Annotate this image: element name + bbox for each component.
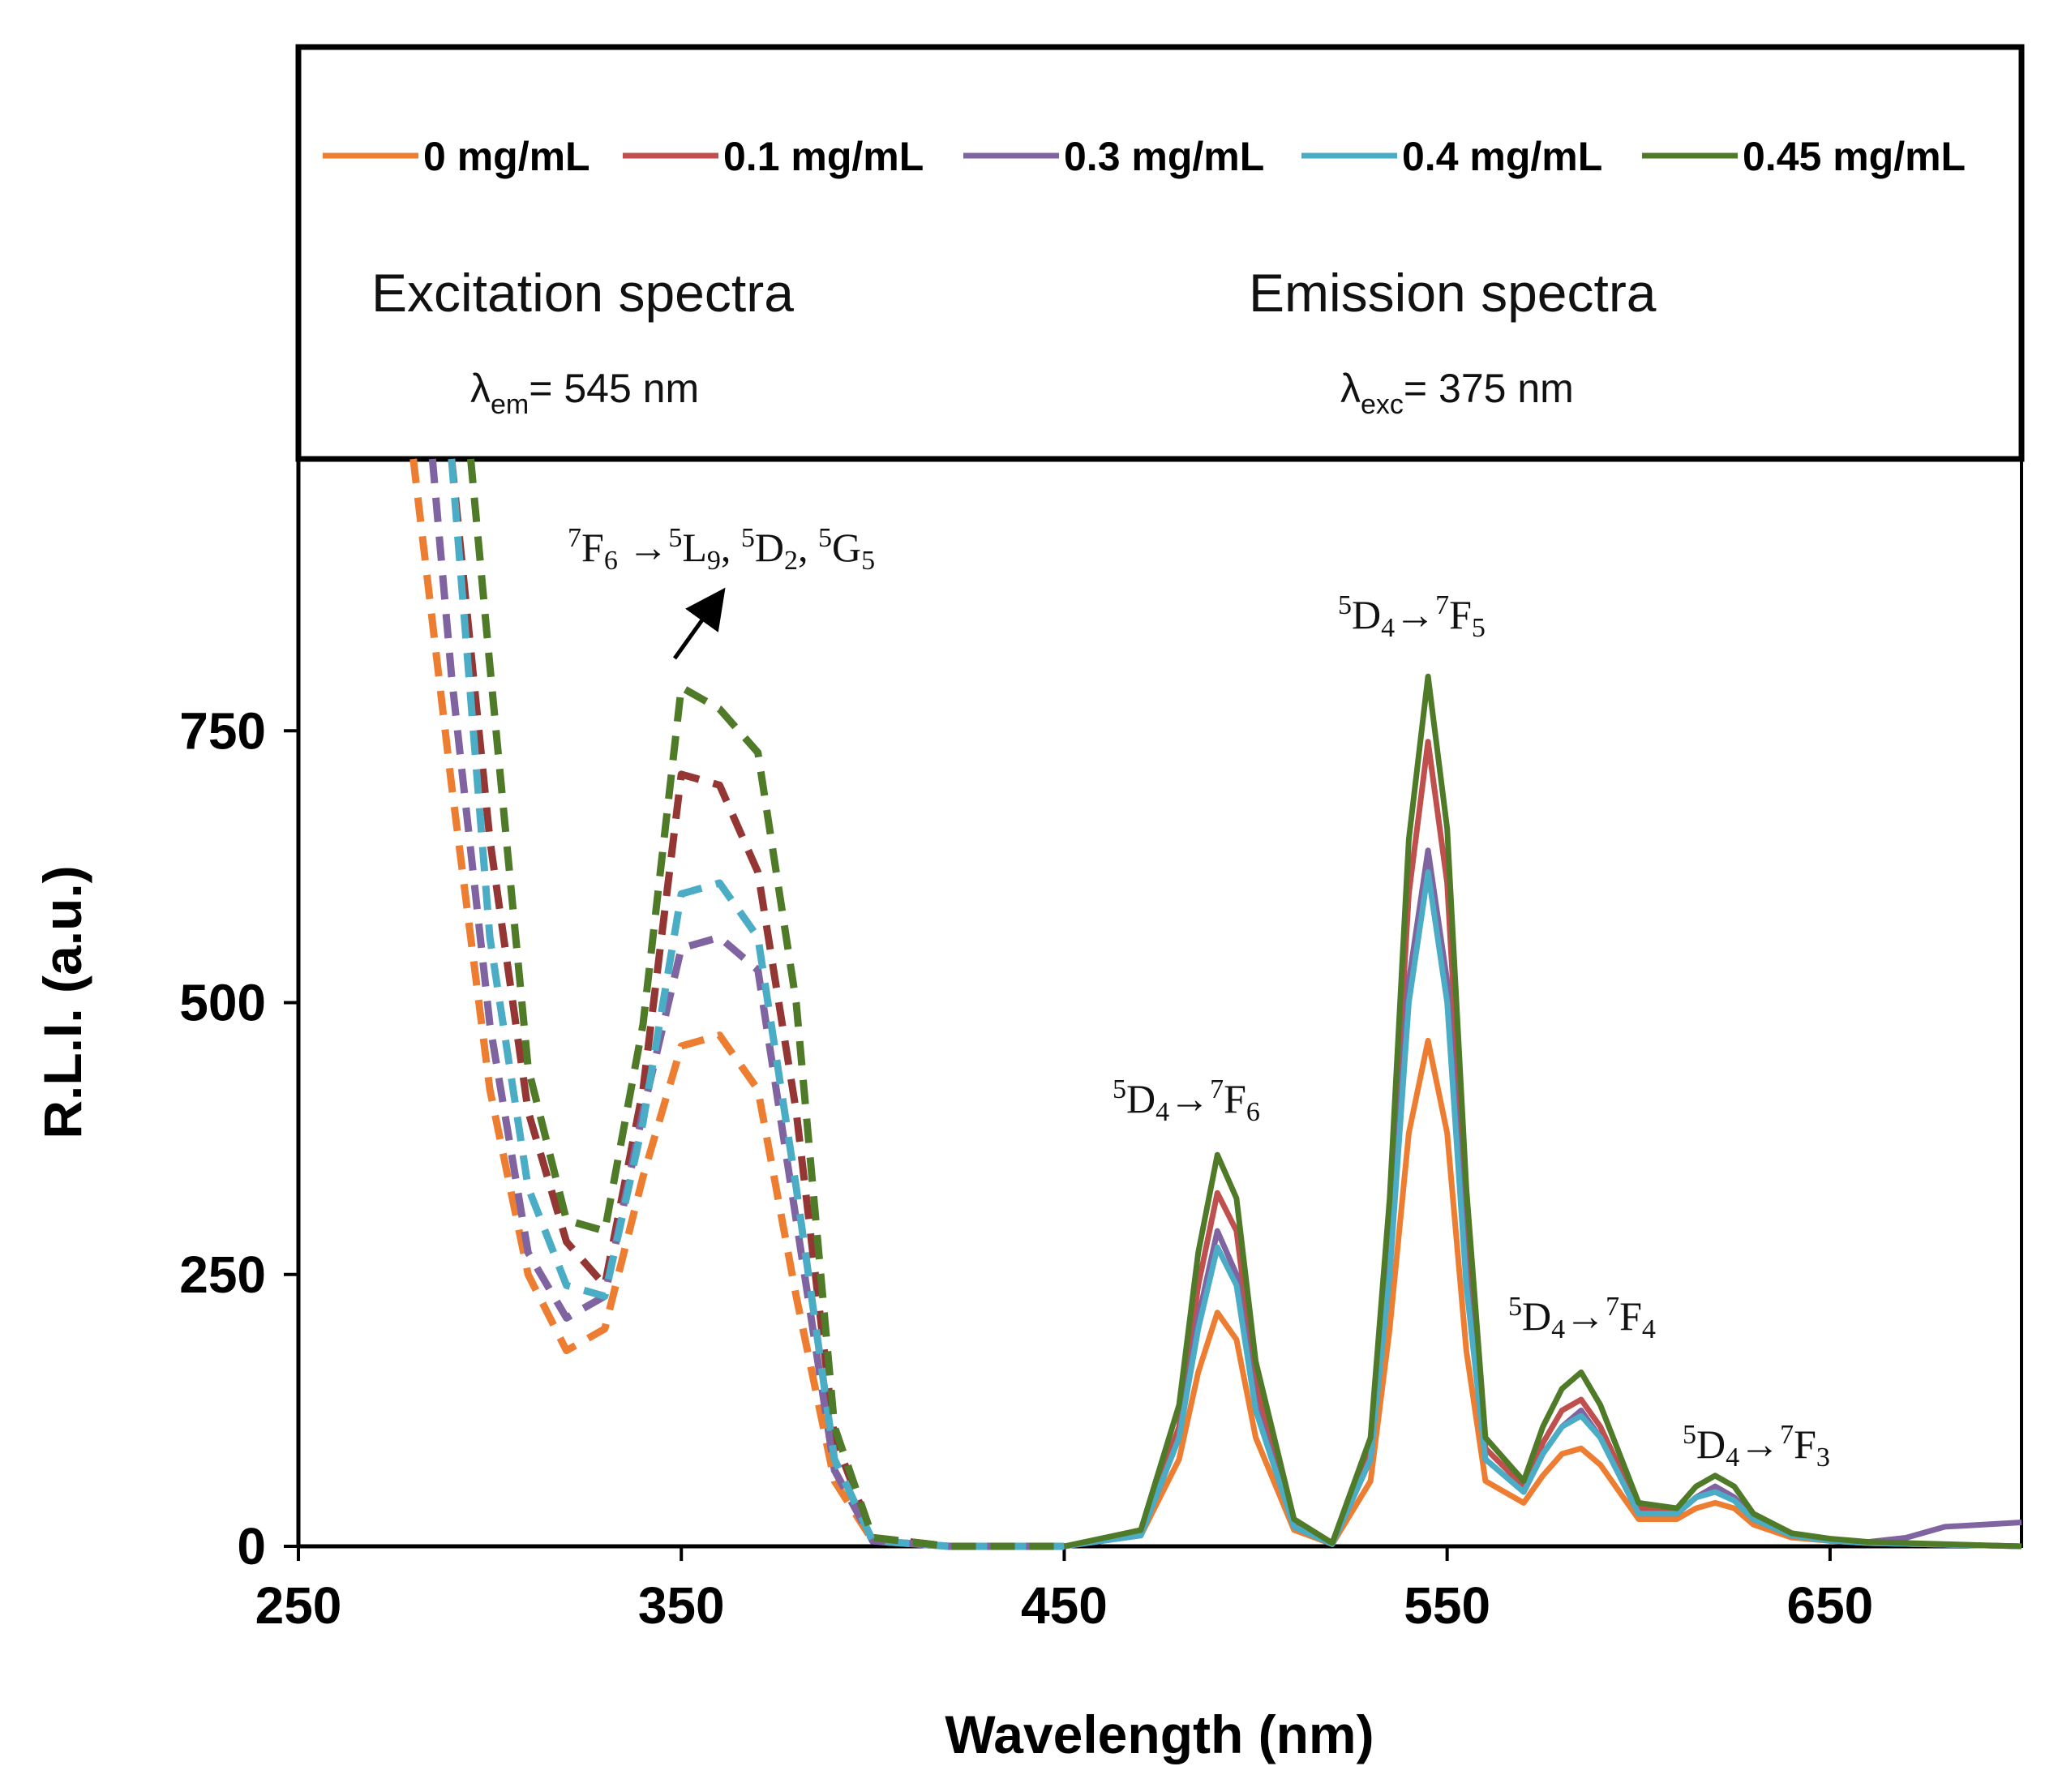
emission-wavelength-label: λexc= 375 nm — [1340, 366, 1574, 420]
annotation-peak-545: 5D4→7F5 — [1338, 590, 1486, 643]
legend-label: 0.45 mg/mL — [1743, 134, 1966, 179]
x-tick-label: 350 — [638, 1576, 725, 1635]
plot-area — [297, 457, 2023, 1548]
x-tick-label: 550 — [1404, 1576, 1490, 1635]
excitation-line-0-3-mg-ml — [428, 458, 1065, 1550]
annotation-peak-620: 5D4→7F3 — [1683, 1420, 1830, 1473]
y-tick-label: 750 — [179, 701, 266, 760]
annotation-peak-585: 5D4→7F4 — [1508, 1292, 1656, 1344]
legend-label: 0.1 mg/mL — [723, 134, 924, 179]
legend-label: 0.3 mg/mL — [1064, 134, 1264, 179]
annotation-peak-490: 5D4→7F6 — [1113, 1074, 1260, 1127]
y-tick-label: 250 — [179, 1245, 266, 1304]
x-axis-title: Wavelength (nm) — [945, 1704, 1374, 1764]
excitation-line-0-1-mg-ml — [448, 458, 1065, 1550]
legend-box — [295, 44, 2025, 462]
series-layer — [409, 458, 2022, 1550]
emission-line-0-45-mg-ml — [1063, 673, 2022, 1550]
x-tick-label: 450 — [1021, 1576, 1108, 1635]
y-axis-title: R.L.I. (a.u.) — [32, 865, 92, 1138]
x-tick-label: 250 — [255, 1576, 342, 1635]
emission-line-0-4-mg-ml — [1063, 869, 2022, 1550]
annotation-arrow — [672, 587, 726, 660]
excitation-panel-title: Excitation spectra — [371, 263, 794, 323]
legend-label: 0 mg/mL — [423, 134, 590, 179]
x-tick-label: 650 — [1786, 1576, 1873, 1635]
y-tick-label: 500 — [179, 974, 266, 1032]
emission-line-0-mg-ml — [1063, 1037, 2022, 1550]
excitation-line-0-45-mg-ml — [467, 458, 1065, 1550]
emission-panel-title: Emission spectra — [1249, 263, 1657, 323]
excitation-wavelength-label: λem= 545 nm — [470, 366, 699, 420]
y-tick-label: 0 — [237, 1517, 266, 1576]
legend-label: 0.4 mg/mL — [1402, 134, 1602, 179]
legend: 0 mg/mL 0.1 mg/mL 0.3 mg/mL 0.4 mg/mL 0.45 m… — [323, 134, 1966, 179]
excitation-line-0-4-mg-ml — [448, 458, 1065, 1550]
annotation-excitation-transition: 7F6 →5L9, 5D2, 5G5 — [568, 523, 875, 576]
